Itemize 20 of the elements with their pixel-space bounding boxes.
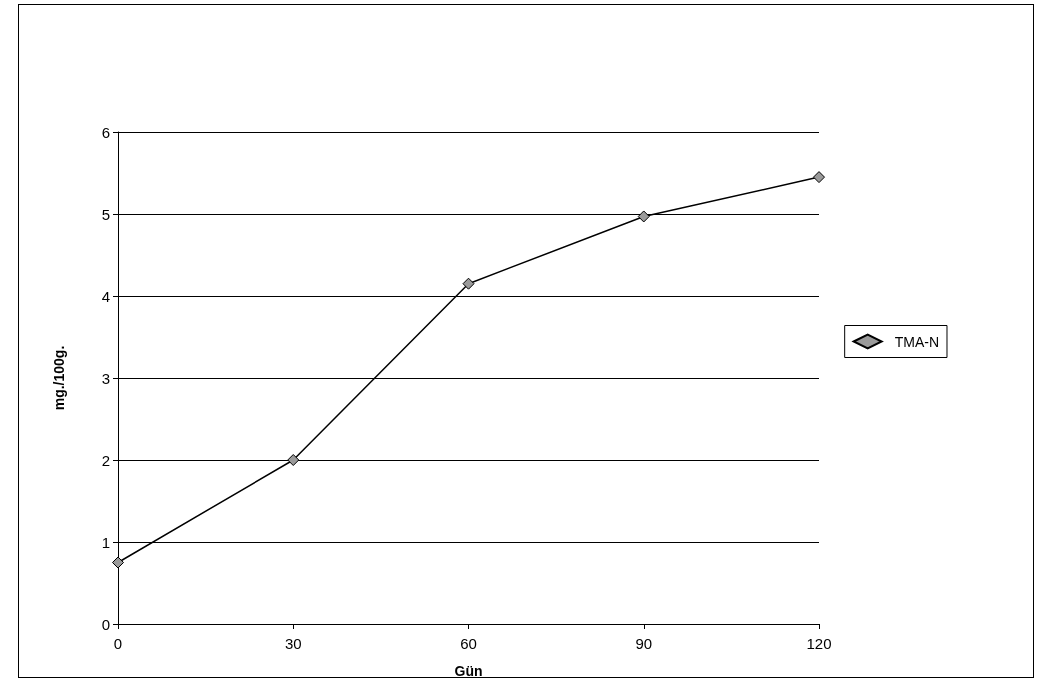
x-tick-label: 0 xyxy=(113,635,123,652)
point xyxy=(813,171,825,184)
point xyxy=(462,277,475,290)
y-tick-label: 5 xyxy=(101,205,110,223)
y-tick-label: 0 xyxy=(101,615,110,633)
x-tick-label: 120 xyxy=(806,635,832,652)
y-tick-label: 2 xyxy=(101,451,110,469)
x-tick-label: 30 xyxy=(284,635,302,652)
point xyxy=(637,210,650,223)
y-tick-label: 3 xyxy=(101,369,110,387)
point xyxy=(112,556,124,569)
x-tick-label: 90 xyxy=(635,635,653,652)
y-tick-label: 1 xyxy=(101,533,110,551)
legend-label: TMA-N xyxy=(894,333,939,350)
y-tick-label: 6 xyxy=(101,123,110,141)
point xyxy=(287,454,300,466)
y-tick-label: 4 xyxy=(101,287,110,305)
y-axis-title: mg./100g. xyxy=(51,345,67,411)
x-tick-label: 60 xyxy=(460,635,477,652)
x-axis-title: Gün xyxy=(454,663,483,679)
